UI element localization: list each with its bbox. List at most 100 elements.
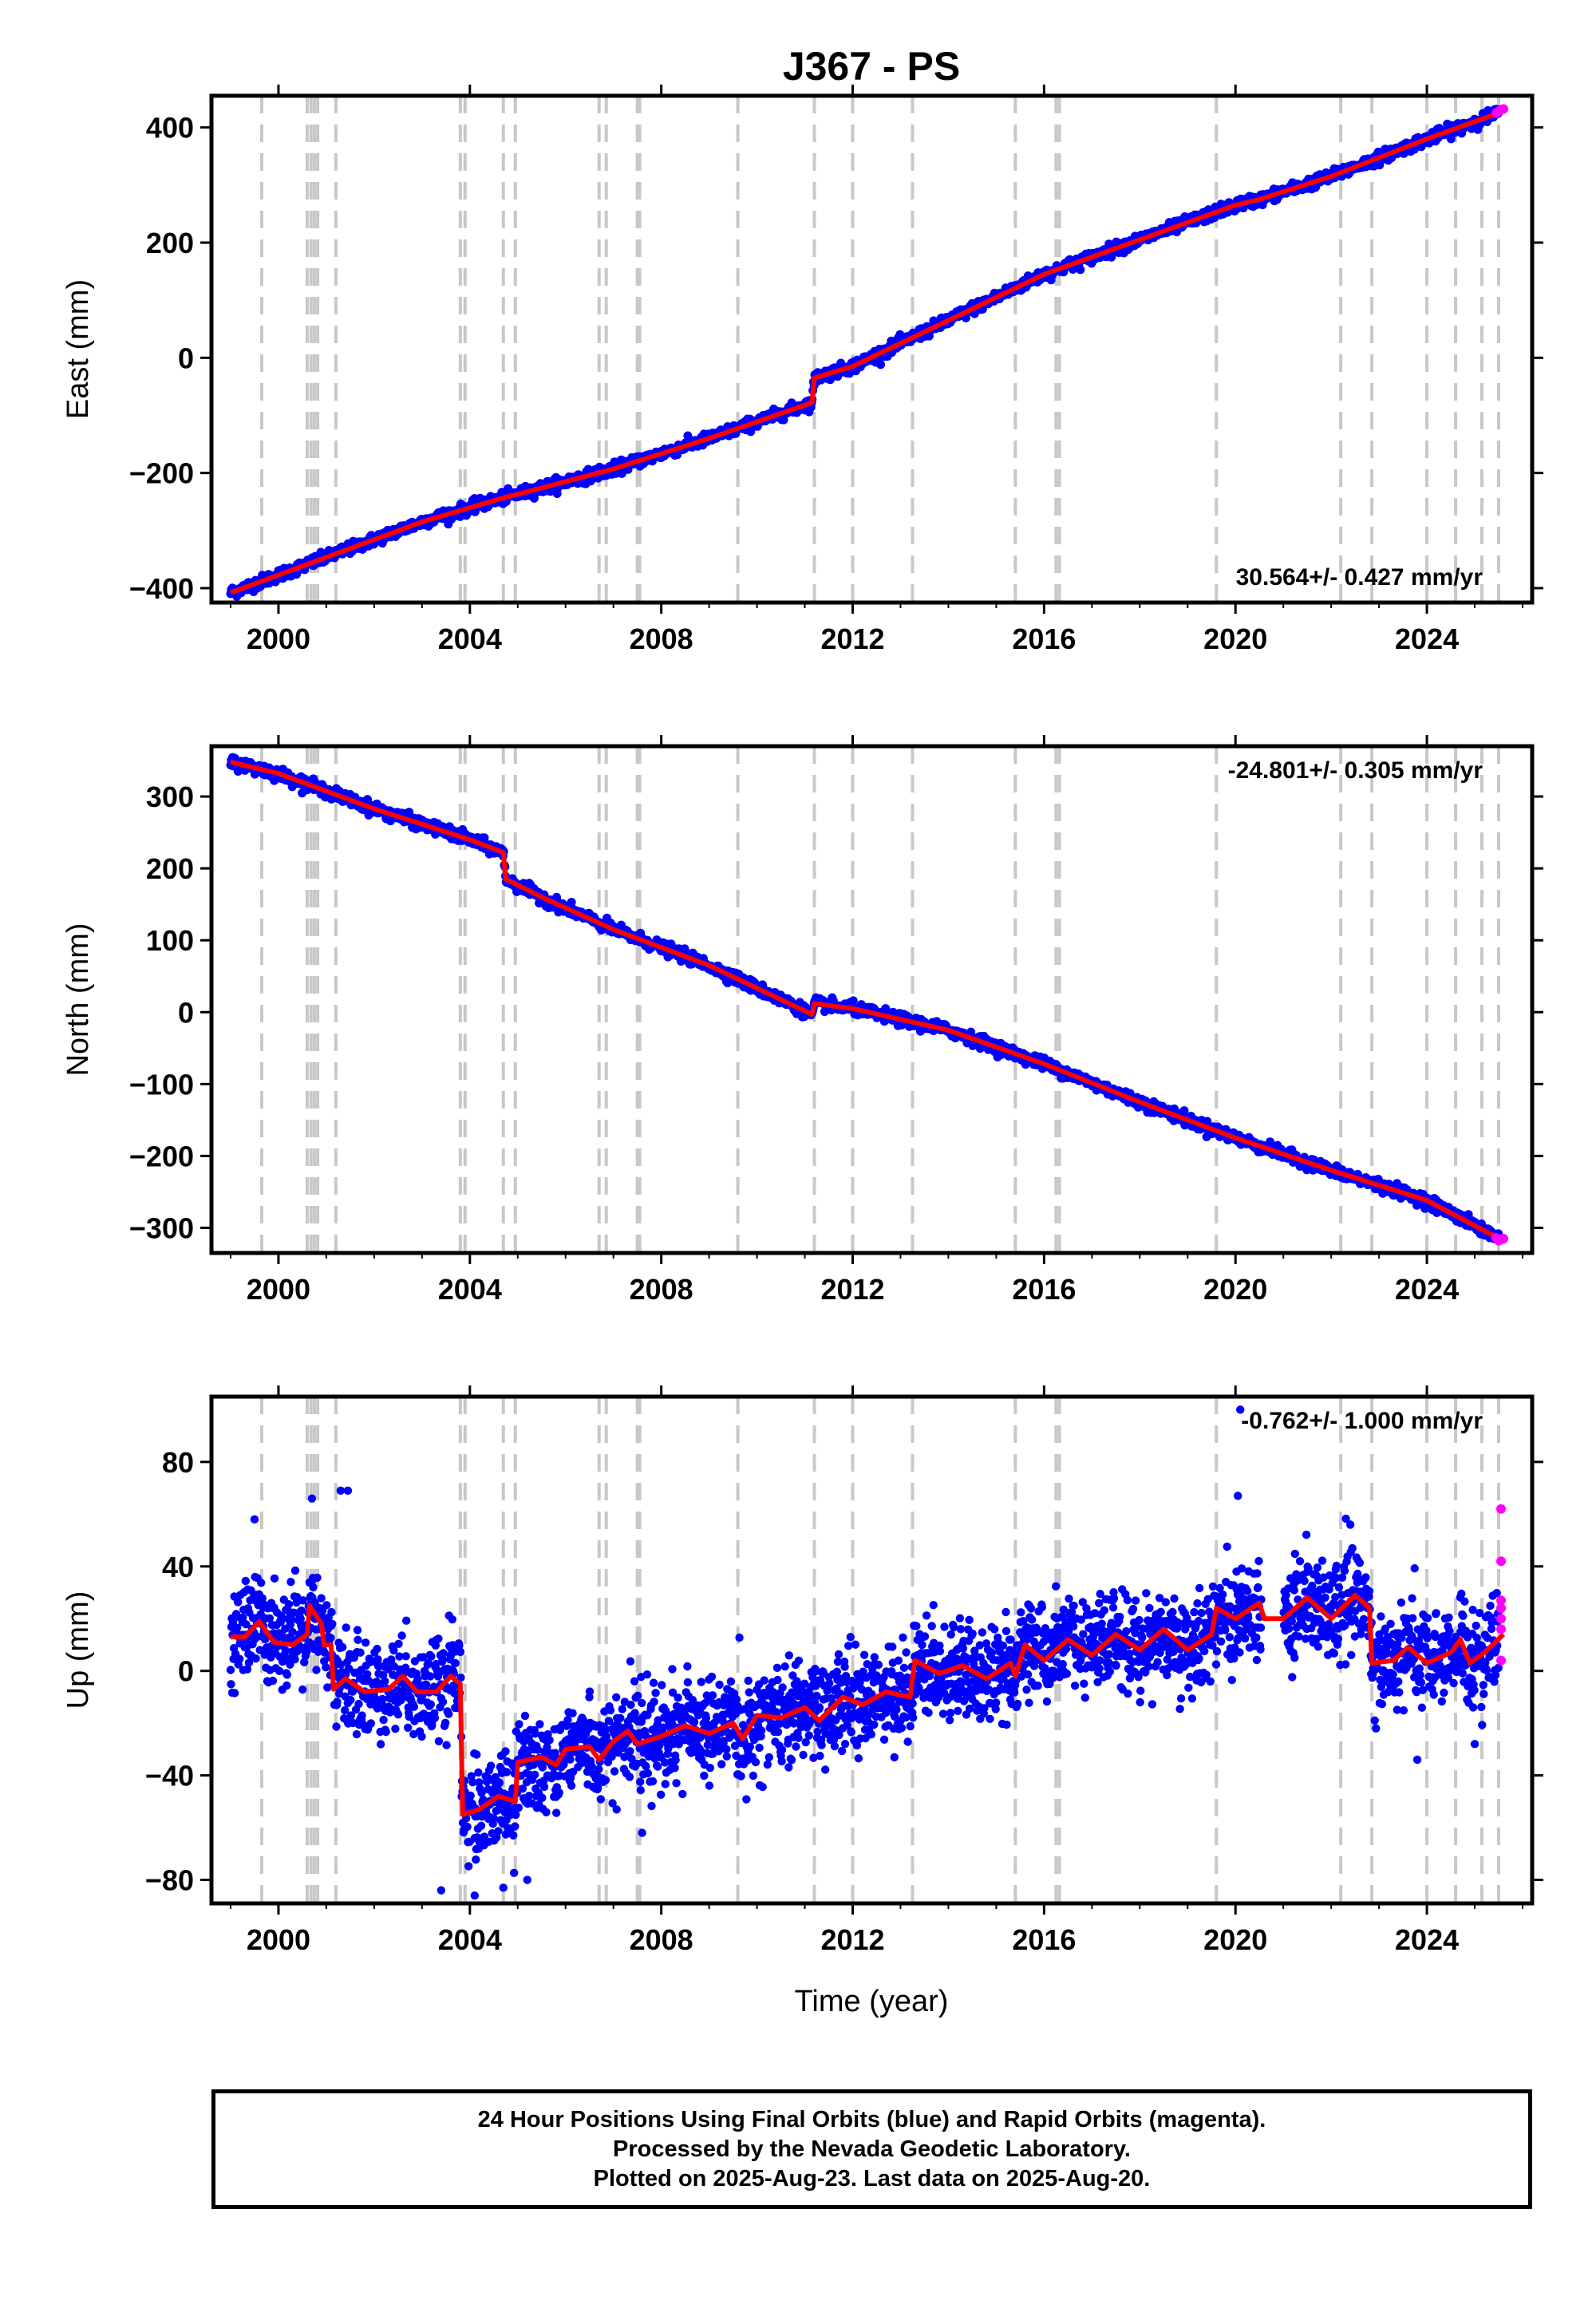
y-tick-label: 0 [178,996,194,1029]
final-orbit-point [1179,1106,1189,1116]
rapid-orbit-point [1499,104,1509,114]
final-orbit-point [966,1027,976,1037]
final-orbit-point [268,1676,278,1686]
final-orbit-point [413,1675,422,1684]
final-orbit-point [456,1673,465,1682]
final-orbit-point [257,1579,266,1587]
final-orbit-point [493,1805,503,1815]
final-orbit-point [296,1614,305,1623]
final-orbit-point [297,1606,306,1615]
final-orbit-point [424,1658,433,1668]
final-orbit-point [242,1620,251,1629]
x-tick-label: 2024 [1395,622,1459,655]
final-orbit-point [309,1583,318,1592]
y-tick-label: 200 [146,852,194,885]
final-orbit-point [448,1615,456,1624]
final-orbit-point [322,1601,331,1610]
final-orbit-point [394,1639,403,1648]
final-orbit-point [277,1611,286,1620]
final-orbit-point [356,1648,365,1657]
rate-label: -24.801+/- 0.305 mm/yr [1228,757,1483,784]
plot-area [226,746,1509,1253]
final-orbit-point [333,1697,342,1706]
final-orbit-point [338,1642,347,1652]
y-tick-label: −100 [129,1068,194,1101]
final-orbit-point [402,1616,411,1625]
final-orbit-point [468,1778,477,1787]
final-orbit-point [430,1713,440,1722]
final-orbit-point [419,1653,428,1662]
x-tick-label: 2000 [247,622,310,655]
final-orbit-point [387,1655,396,1664]
final-orbit-point [381,1727,390,1737]
final-orbit-point [354,1635,362,1644]
final-orbit-point [464,1862,473,1871]
final-orbit-point [353,1626,362,1634]
final-orbit-point [487,1761,496,1770]
final-orbit-point [298,1685,307,1694]
final-orbit-point [397,1631,406,1640]
final-orbit-point [298,1596,307,1605]
model-line [230,759,1505,1243]
plot-area [226,96,1509,603]
final-orbit-point [373,1655,382,1664]
y-tick-label: −200 [129,457,194,490]
final-orbit-point [444,1709,453,1718]
final-orbit-point [281,1646,290,1655]
panel-frame [209,93,1535,605]
final-orbit-point [354,1699,363,1709]
plot-area [226,1397,1507,1903]
final-orbit-point [363,1670,372,1679]
final-orbit-point [463,1822,472,1832]
final-orbit-point [239,1613,247,1622]
final-orbit-point [1076,265,1085,275]
final-orbit-points [226,1405,1503,1900]
final-orbit-point [409,1702,419,1711]
final-orbit-point [477,1788,486,1797]
final-orbit-point [434,1634,443,1643]
final-orbit-point [492,1833,501,1842]
final-orbit-point [241,1576,250,1586]
final-orbit-point [226,1666,235,1674]
final-orbit-point [426,1672,435,1681]
final-orbit-point [292,1592,302,1602]
final-orbit-point [290,1566,300,1575]
final-orbit-point [234,1598,243,1607]
final-orbit-point [405,808,414,817]
final-orbit-point [317,1594,326,1603]
final-orbit-point [300,1658,309,1666]
x-tick-label: 2016 [1012,622,1076,655]
final-orbit-point [361,1638,370,1647]
final-orbit-point [438,1697,448,1706]
final-orbit-point [313,1573,322,1583]
final-orbit-point [232,1623,242,1633]
final-orbit-point [1446,134,1456,144]
final-orbit-point [328,1619,337,1629]
final-orbit-point [472,1855,480,1864]
final-orbit-point [395,1652,404,1661]
x-tick-label: 2012 [820,622,884,655]
final-orbit-point [341,1705,350,1715]
final-orbit-point [442,1741,451,1749]
rate-label: 30.564+/- 0.427 mm/yr [1236,564,1483,591]
final-orbit-point [495,1778,504,1788]
final-orbit-point [475,1778,484,1787]
model-line [229,109,1505,595]
final-orbit-point [466,1791,475,1800]
final-orbit-point [352,1729,361,1739]
x-tick-label: 2020 [1203,622,1267,655]
final-orbit-point [243,1665,252,1674]
y-axis-label: North (mm) [61,923,95,1076]
final-orbit-point [427,1652,436,1661]
final-orbit-point [379,1715,388,1725]
final-orbit-point [366,1719,375,1728]
y-tick-label: 0 [178,342,194,374]
final-orbit-point [270,1574,279,1583]
final-orbit-point [327,1607,336,1617]
final-orbit-point [472,1750,481,1759]
final-orbit-point [265,1614,275,1623]
final-orbit-point [474,1768,483,1777]
